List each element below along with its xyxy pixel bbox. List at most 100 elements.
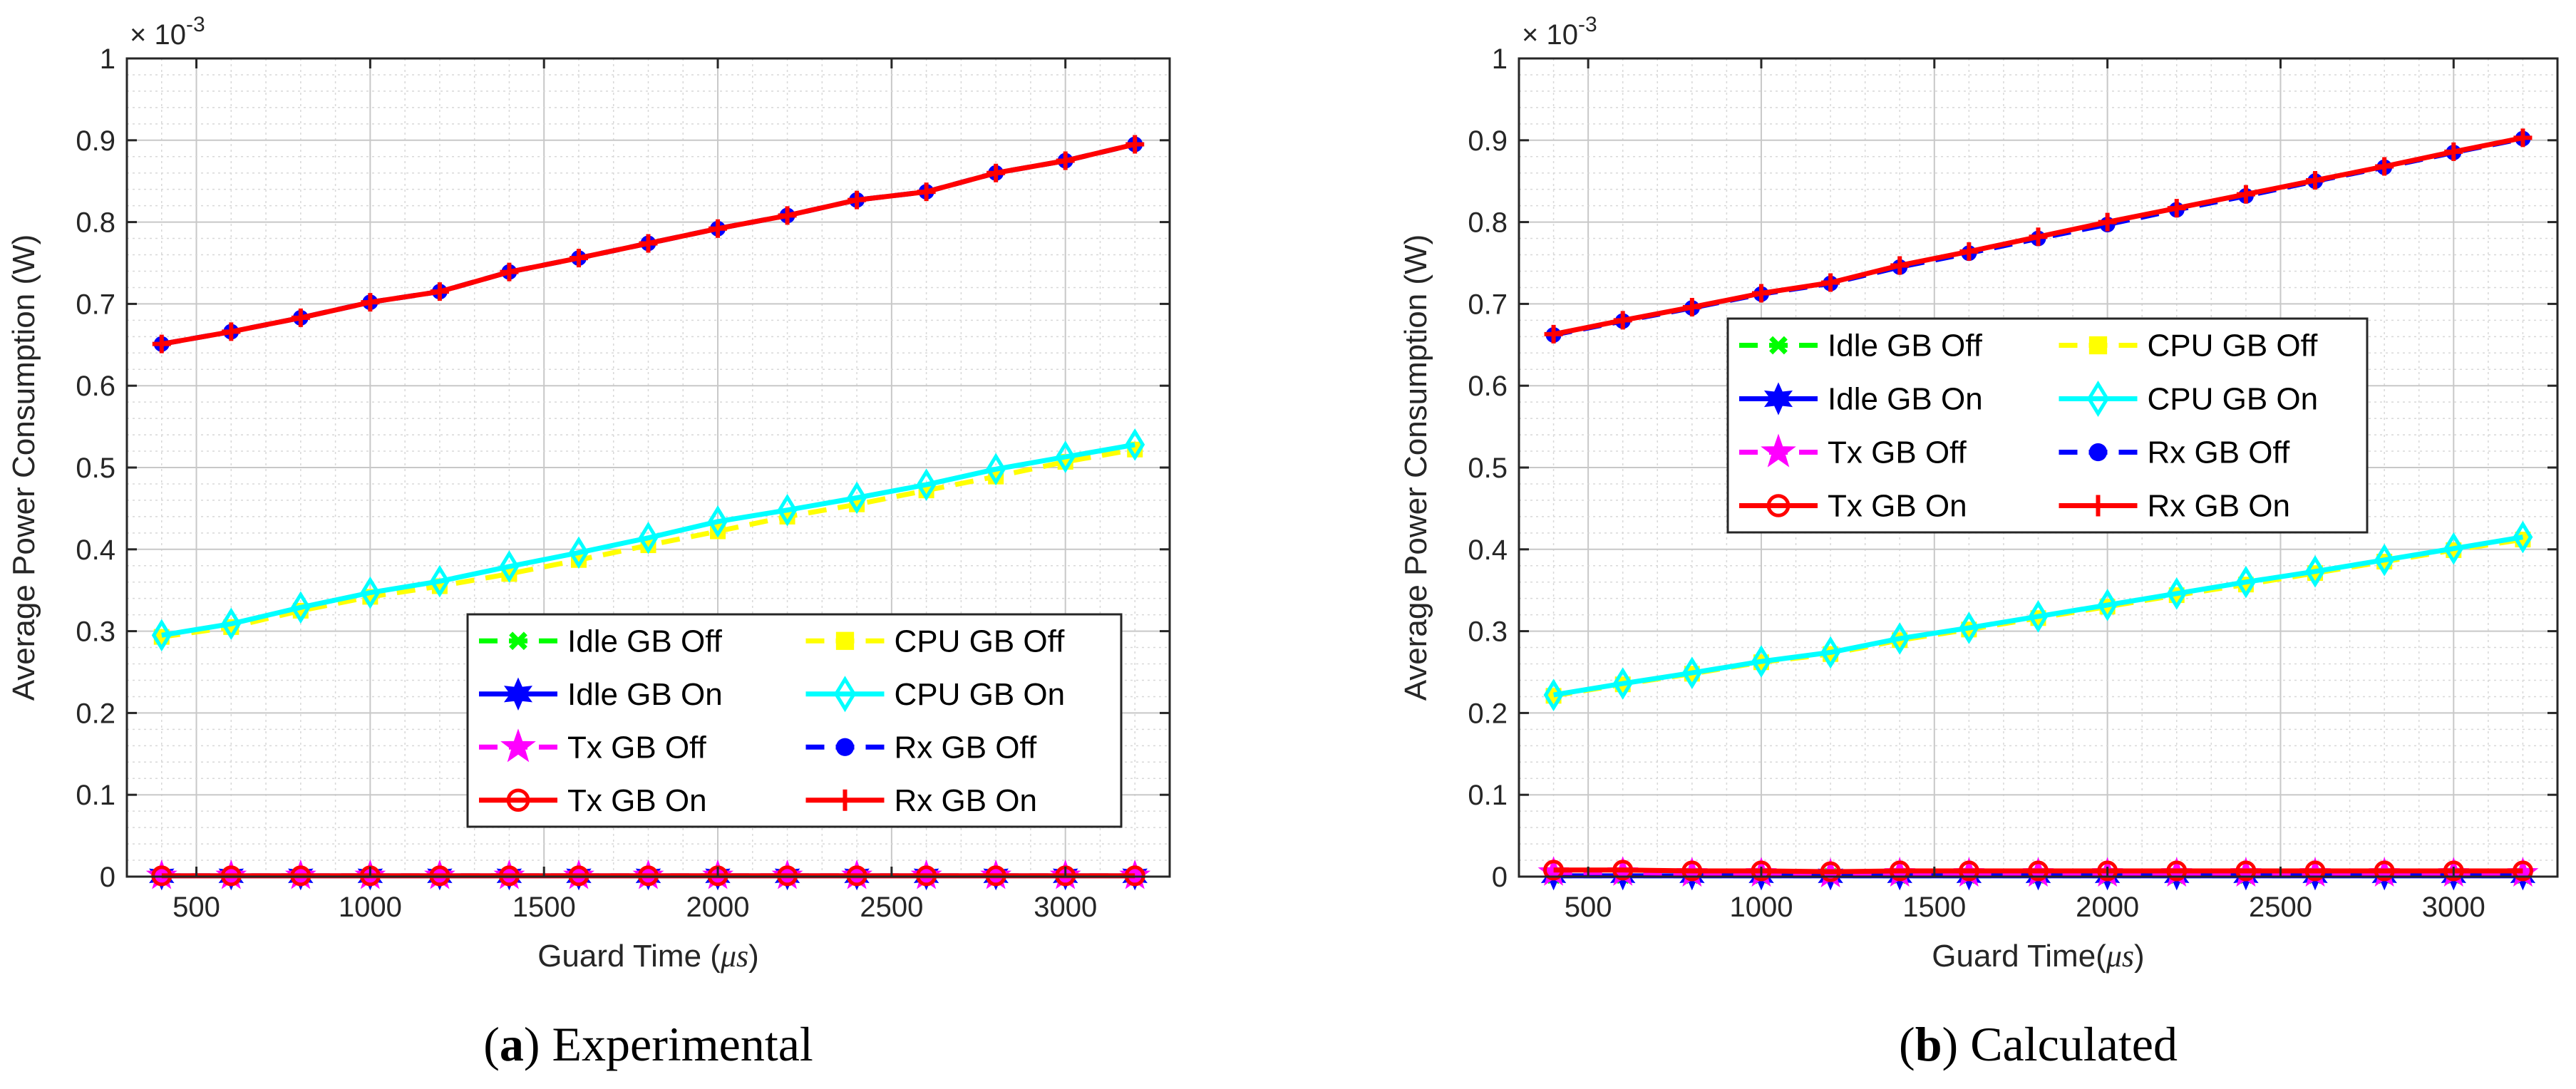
x-axis-label-prefix: Guard Time ( (537, 939, 721, 974)
legend-marker-rx-gb-off (835, 738, 855, 756)
y-tick-label: 0.4 (1468, 535, 1508, 566)
legend-label-cpu-gb-off: CPU GB Off (895, 624, 1066, 659)
data-point-cpu-gb-on (360, 576, 381, 609)
y-tick-label: 0.5 (76, 453, 115, 484)
y-tick-label: 0.7 (76, 289, 115, 320)
y-tick-label: 0.1 (76, 780, 115, 811)
data-point-rx-gb-on (361, 293, 380, 312)
data-point-cpu-gb-on (1681, 656, 1702, 689)
y-axis-label: Average Power Consumption (W) (1398, 234, 1433, 701)
data-point-cpu-gb-on (2374, 543, 2395, 577)
data-point-cpu-gb-on (638, 521, 659, 554)
data-point-rx-gb-on (1751, 284, 1771, 303)
data-point-rx-gb-on (2444, 142, 2463, 161)
data-point-rx-gb-on (2306, 171, 2325, 190)
data-point-rx-gb-on (1544, 324, 1563, 344)
data-point-tx-gb-on (2028, 860, 2049, 882)
y-tick-label: 0.5 (1468, 453, 1508, 484)
legend-item-rx-gb-off: Rx GB Off (805, 730, 1037, 765)
y-tick-label: 0.8 (1468, 207, 1508, 239)
data-point-cpu-gb-on (1959, 611, 1979, 644)
data-point-cpu-gb-on (777, 493, 798, 527)
y-axis-label: Average Power Consumption (W) (6, 234, 41, 701)
caption-letter: a (500, 1017, 524, 1071)
legend-box (466, 613, 1123, 828)
x-tick-label: 1500 (512, 892, 576, 923)
data-point-cpu-gb-on (429, 564, 450, 598)
data-point-rx-gb-on (1890, 256, 1910, 275)
legend-label-cpu-gb-on: CPU GB On (2148, 382, 2319, 417)
caption-open-paren: ( (483, 1017, 500, 1071)
legend-label-tx-gb-off: Tx GB Off (1828, 435, 1967, 470)
data-point-cpu-gb-on (1890, 622, 1910, 655)
y-tick-label: 0.2 (1468, 698, 1508, 729)
data-point-tx-gb-on (2097, 860, 2118, 882)
exponent-power: -3 (1578, 13, 1597, 36)
x-axis-label-unit: μs (2106, 939, 2134, 974)
legend-marker-rx-gb-on (2087, 495, 2109, 517)
legend-marker-cpu-gb-off (2088, 336, 2108, 355)
legend-label-rx-gb-on: Rx GB On (2148, 489, 2291, 524)
data-point-cpu-gb-on (1820, 636, 1841, 669)
legend-item-idle-gb-off: Idle GB Off (1739, 329, 1983, 363)
chart-panel-b: 500 1000 1500 2000 2500 300000.10.20.30.40.50… (1398, 13, 2559, 1071)
legend-marker-cpu-gb-off (835, 631, 855, 650)
series-line-cpu-gb-on (1553, 535, 2523, 698)
x-tick-label: 1000 (339, 892, 402, 923)
legend-label-tx-gb-on: Tx GB On (1828, 489, 1967, 524)
legend-item-idle-gb-off: Idle GB Off (479, 624, 723, 659)
data-point-tx-gb-off (145, 859, 177, 889)
x-axis-label-unit: μs (720, 939, 748, 974)
legend-item-tx-gb-off: Tx GB Off (1739, 433, 1967, 470)
legend-marker-cpu-gb-on (833, 676, 857, 713)
legend-label-cpu-gb-off: CPU GB Off (2148, 329, 2319, 363)
x-tick-label: 2000 (2076, 892, 2139, 923)
legend: Idle GB Off CPU GB Off Idle GB On CPU GB On… (466, 613, 1123, 828)
data-point-cpu-gb-on (499, 550, 520, 583)
y-tick-label: 0.6 (1468, 371, 1508, 402)
data-point-tx-gb-on (1889, 860, 1910, 882)
y-tick-label: 0.3 (76, 616, 115, 648)
data-point-rx-gb-on (1125, 135, 1145, 154)
legend-item-tx-gb-on: Tx GB On (479, 783, 707, 818)
x-tick-label: 2500 (860, 892, 923, 923)
data-point-cpu-gb-on (1612, 667, 1633, 700)
data-point-rx-gb-on (569, 249, 588, 268)
y-tick-label: 0.1 (1468, 780, 1508, 811)
series-line-tx-gb-on (1553, 867, 2523, 874)
exponent-base: × 10 (130, 19, 186, 51)
legend-label-idle-gb-on: Idle GB On (567, 677, 723, 712)
y-tick-label: 0.8 (76, 207, 115, 239)
x-tick-label: 1500 (1902, 892, 1966, 923)
caption-text: Experimental (552, 1017, 813, 1071)
caption-close-paren: ) (524, 1017, 552, 1071)
data-point-cpu-gb-on (221, 607, 242, 641)
data-point-rx-gb-on (152, 334, 171, 353)
data-point-rx-gb-on (222, 322, 241, 341)
data-point-cpu-gb-on (1125, 428, 1145, 461)
x-axis-label-suffix: ) (748, 939, 759, 974)
legend-item-cpu-gb-off: CPU GB Off (2059, 329, 2319, 363)
legend-label-rx-gb-off: Rx GB Off (2148, 435, 2290, 470)
legend-marker-tx-gb-off (500, 728, 536, 763)
legend-marker-rx-gb-off (2088, 443, 2108, 462)
data-point-cpu-gb-on (1543, 678, 1564, 711)
x-tick-label: 2000 (686, 892, 750, 923)
legend-marker-idle-gb-on (1763, 382, 1793, 416)
caption-text: Calculated (1970, 1017, 2178, 1071)
y-tick-label: 0.9 (76, 125, 115, 157)
data-point-tx-gb-on (2304, 860, 2326, 882)
y-tick-label: 0 (1492, 862, 1508, 893)
data-point-tx-gb-off (1119, 859, 1151, 889)
y-tick-label: 0.4 (76, 535, 115, 566)
data-point-tx-gb-on (1543, 860, 1565, 881)
legend-item-idle-gb-on: Idle GB On (1739, 382, 1983, 417)
data-point-tx-gb-on (1612, 860, 1634, 881)
data-point-rx-gb-on (847, 190, 867, 210)
data-point-rx-gb-on (1613, 311, 1632, 330)
legend-label-idle-gb-off: Idle GB Off (567, 624, 723, 659)
data-point-cpu-gb-on (290, 591, 311, 624)
series-line-cpu-gb-on (161, 442, 1135, 638)
x-tick-label: 500 (1565, 892, 1612, 923)
x-axis-label-suffix: ) (2134, 939, 2145, 974)
